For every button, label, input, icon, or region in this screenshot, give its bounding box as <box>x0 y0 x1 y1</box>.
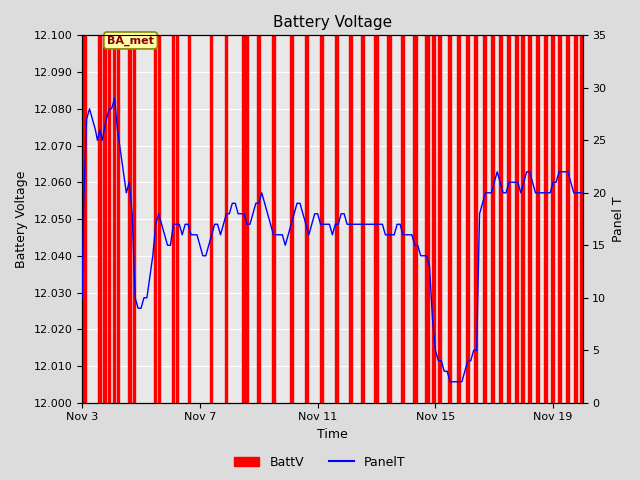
Legend: BattV, PanelT: BattV, PanelT <box>229 451 411 474</box>
Bar <box>401 36 404 403</box>
Bar <box>176 36 178 403</box>
Bar <box>113 36 115 403</box>
Bar <box>432 36 435 403</box>
Bar <box>349 36 351 403</box>
Bar <box>438 36 441 403</box>
Bar <box>413 36 417 403</box>
Text: BA_met: BA_met <box>107 36 154 46</box>
Bar <box>210 36 212 403</box>
Bar <box>456 36 460 403</box>
Bar <box>536 36 539 403</box>
Bar <box>82 36 86 403</box>
Bar <box>499 36 502 403</box>
Bar <box>290 36 292 403</box>
Bar <box>566 36 570 403</box>
Bar <box>574 36 577 403</box>
Bar <box>158 36 160 403</box>
Bar <box>132 36 135 403</box>
Bar <box>108 36 110 403</box>
Bar <box>467 36 469 403</box>
Bar <box>507 36 509 403</box>
Bar <box>580 36 582 403</box>
Bar <box>242 36 244 403</box>
Bar <box>335 36 338 403</box>
Bar <box>528 36 531 403</box>
Bar <box>491 36 493 403</box>
Bar <box>154 36 156 403</box>
Bar <box>172 36 174 403</box>
Bar <box>515 36 518 403</box>
Y-axis label: Battery Voltage: Battery Voltage <box>15 170 28 268</box>
Bar <box>103 36 106 403</box>
Bar <box>522 36 524 403</box>
Bar <box>559 36 561 403</box>
Bar <box>551 36 554 403</box>
Bar <box>320 36 323 403</box>
Y-axis label: Panel T: Panel T <box>612 196 625 242</box>
Bar <box>117 36 119 403</box>
Bar <box>257 36 260 403</box>
Bar <box>483 36 486 403</box>
Bar <box>387 36 390 403</box>
Bar <box>361 36 364 403</box>
Bar <box>305 36 308 403</box>
Bar <box>128 36 131 403</box>
Bar <box>188 36 189 403</box>
Bar <box>474 36 477 403</box>
Bar <box>425 36 429 403</box>
Bar <box>544 36 547 403</box>
Bar <box>225 36 227 403</box>
X-axis label: Time: Time <box>317 428 348 441</box>
Title: Battery Voltage: Battery Voltage <box>273 15 392 30</box>
Bar <box>448 36 451 403</box>
Bar <box>246 36 248 403</box>
Bar <box>99 36 101 403</box>
Bar <box>272 36 275 403</box>
Bar <box>374 36 378 403</box>
